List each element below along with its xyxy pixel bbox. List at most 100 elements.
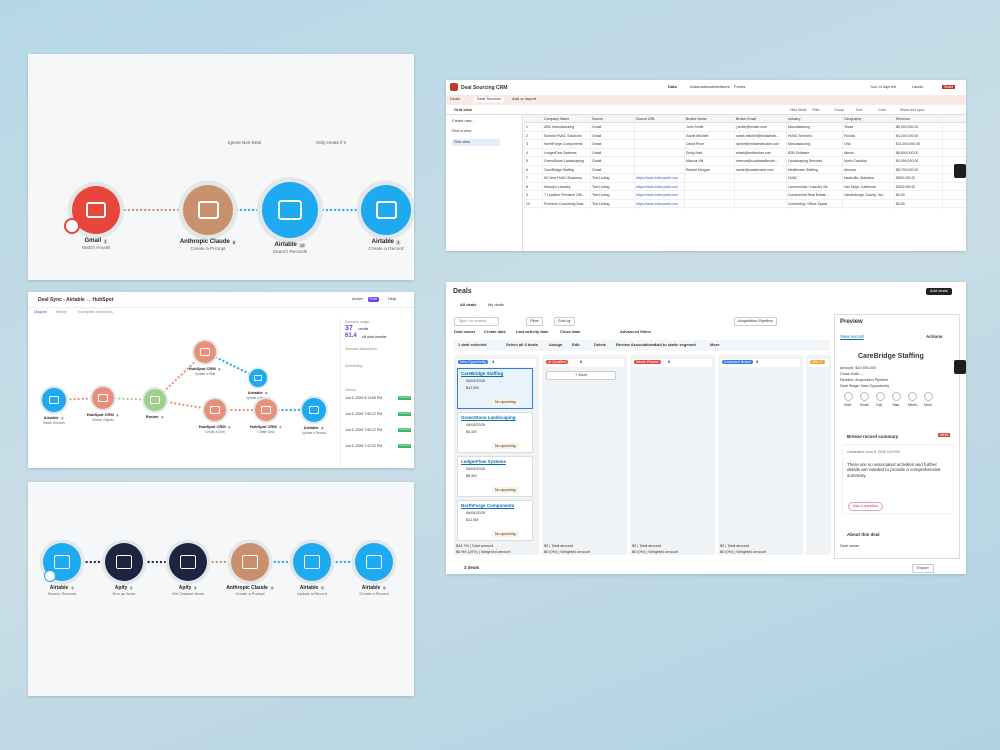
add-deals-button[interactable]: Add deals [926, 288, 952, 295]
header-button[interactable]: Edit [368, 296, 379, 302]
tab[interactable]: Diagram [34, 310, 48, 314]
tab[interactable]: Forms [734, 84, 746, 89]
top-button[interactable]: Launch [912, 85, 924, 89]
stage-count: 0 [580, 359, 583, 364]
filter-chip[interactable]: Close date [560, 329, 581, 334]
column-divider [842, 115, 843, 209]
node-subtitle: Create a Record [368, 247, 404, 252]
action-icon[interactable] [892, 392, 901, 401]
column-header: Industry [788, 117, 801, 121]
cell: John Smith [686, 125, 704, 129]
view-tab[interactable]: My deals [488, 302, 505, 307]
cell: Nashville, Alabama [844, 176, 874, 180]
add-deal-button[interactable]: + Deal [546, 371, 616, 380]
tab[interactable]: Incomplete executions [78, 310, 113, 314]
node-title: Airtable [371, 239, 394, 245]
node-badge: 1 [70, 585, 75, 591]
deal-date: 06/04/2026 [466, 379, 486, 383]
node-badge: 4 [217, 366, 222, 372]
toolbar-button[interactable]: Group [834, 108, 844, 112]
view-record-link[interactable]: View record [840, 334, 864, 339]
ask-button[interactable]: Ask a question [848, 502, 883, 511]
column-divider [634, 115, 635, 209]
scheduling-title: Scheduling [345, 364, 363, 368]
filter-chip[interactable]: Deal owner [454, 329, 476, 334]
filter-chip[interactable]: Create date [484, 329, 506, 334]
filter-chip[interactable]: Advanced filters [620, 329, 652, 334]
node-icon [293, 543, 331, 581]
action-button[interactable]: Select all 4 deals [506, 342, 539, 347]
cell: Gmail [592, 125, 602, 129]
filter-chip[interactable]: Last activity date [516, 329, 549, 334]
action-button[interactable]: Delete [594, 342, 607, 347]
deal-name[interactable]: NorthForge Components [461, 503, 515, 508]
pipeline-select[interactable]: Acquisition Pipeline [734, 317, 777, 326]
action-icon[interactable] [844, 392, 853, 401]
cell: Rachel Morgan [686, 167, 710, 172]
node-subtitle: Search Records [47, 591, 77, 596]
logo [450, 83, 458, 91]
toolbar-button[interactable]: Sort [856, 108, 863, 112]
cell: Healthcare Staffing [788, 167, 818, 172]
node-badge: 7 [278, 424, 283, 430]
deal-name[interactable]: GreenStone Landscaping [461, 415, 516, 420]
cell: rachel@westbroker.com [736, 167, 774, 172]
header-button[interactable]: Active [352, 296, 363, 301]
action-icon[interactable] [908, 392, 917, 401]
top-button[interactable]: Your 14 days left [870, 85, 896, 89]
cell: 7 [526, 176, 528, 180]
view-tab[interactable]: All deals [460, 302, 477, 307]
hubspot-deals: Deals Add deals All deals My deals Type / to… [446, 282, 966, 574]
cell: Coworking / Office Space [788, 201, 828, 206]
table-tab[interactable]: Add or import [512, 96, 537, 101]
cell: Text Listing [592, 201, 610, 206]
action-button[interactable]: Add to static segment [654, 342, 696, 347]
node-label: Anthropic Claude 8 [180, 239, 237, 246]
deal-name[interactable]: CareBridge Staffing [461, 371, 504, 376]
tab[interactable]: Data [668, 84, 677, 89]
filter-button[interactable]: Filter [526, 317, 543, 326]
deal-date: 06/04/2026 [466, 467, 486, 471]
action-button[interactable]: Review Associations [616, 342, 656, 347]
cell: 9 [526, 193, 528, 197]
sidebar-item[interactable]: Find a view [452, 129, 472, 133]
summary-box [842, 444, 954, 514]
top-button[interactable]: Share [942, 85, 956, 90]
airtable-grid: Deal Sourcing CRM Data Automations Interfac… [446, 80, 966, 251]
action-icon[interactable] [860, 392, 869, 401]
deal-name[interactable]: LedgerFlow Systems [461, 459, 507, 464]
credits-value: 37 [345, 325, 353, 332]
tab[interactable]: Automations [690, 84, 713, 89]
toolbar-button[interactable]: Share and sync [900, 108, 925, 112]
page-title: Deals [453, 288, 472, 295]
tab[interactable]: Interfaces [712, 84, 730, 89]
column-header: Broker Email [736, 117, 757, 121]
table-tab[interactable]: Deals [450, 96, 461, 101]
clock-icon [64, 218, 80, 234]
node-badge: 10 [298, 243, 306, 249]
tab[interactable]: History [56, 310, 67, 314]
node-subtitle: Update a Record [301, 431, 327, 435]
action-label: More [924, 403, 932, 407]
node-glyph [254, 374, 262, 382]
search-box[interactable]: Type / to search [454, 317, 500, 326]
header-button[interactable]: Help [388, 296, 397, 301]
action-icon[interactable] [876, 392, 885, 401]
cell: Premium Coworking Busi... [544, 201, 587, 206]
column-divider [542, 115, 543, 209]
sidebar-item[interactable]: Grid view [452, 139, 500, 146]
table-tab[interactable]: Deal Sources [474, 96, 505, 102]
action-button[interactable]: Edit [572, 342, 580, 347]
toolbar-button[interactable]: Hide fields [790, 108, 807, 112]
action-button[interactable]: 1 deal selected [458, 342, 487, 347]
sort-button[interactable]: Sort by [554, 317, 575, 326]
toolbar-button[interactable]: Color [878, 108, 887, 112]
toolbar-button[interactable]: Filter [812, 108, 820, 112]
preview-actions[interactable]: Actions [926, 334, 943, 339]
cell: Gmail [592, 167, 602, 172]
action-icon[interactable] [924, 392, 933, 401]
export-button[interactable]: Export [912, 564, 934, 573]
action-button[interactable]: Assign [549, 342, 563, 347]
sidebar-item[interactable]: Create new... [452, 119, 475, 123]
action-button[interactable]: More [710, 342, 720, 347]
